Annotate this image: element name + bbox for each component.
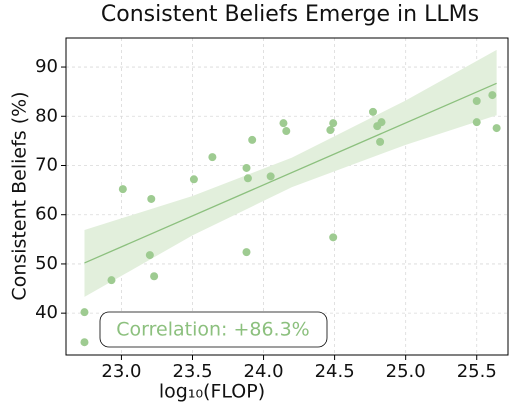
point xyxy=(208,153,217,162)
y-axis-label: Consistent Beliefs (%) xyxy=(9,91,31,300)
chart-title: Consistent Beliefs Emerge in LLMs xyxy=(101,2,479,27)
point xyxy=(282,127,291,136)
y-tick-label: 40 xyxy=(35,302,58,323)
point xyxy=(80,338,89,347)
point xyxy=(107,276,116,285)
fit-line xyxy=(84,82,497,264)
point xyxy=(329,233,338,242)
y-tick-label: 70 xyxy=(35,154,58,175)
point xyxy=(368,107,377,116)
point xyxy=(189,175,198,184)
point xyxy=(488,91,497,100)
point xyxy=(377,118,386,127)
point xyxy=(326,126,335,135)
point xyxy=(118,185,127,194)
x-tick-label: 25.0 xyxy=(386,361,426,382)
point xyxy=(266,172,275,181)
point xyxy=(279,119,288,128)
point xyxy=(145,251,154,260)
point xyxy=(329,119,338,128)
point xyxy=(242,248,251,257)
x-tick-label: 24.0 xyxy=(244,361,284,382)
y-tick-label: 60 xyxy=(35,204,58,225)
point xyxy=(147,194,156,203)
x-axis-label: log₁₀(FLOP) xyxy=(159,381,265,403)
point xyxy=(243,174,252,183)
x-tick-label: 23.0 xyxy=(101,361,141,382)
annotation-box xyxy=(99,311,328,348)
point xyxy=(80,308,89,317)
point xyxy=(242,163,251,172)
point xyxy=(376,137,385,146)
annotation: Correlation: +86.3% xyxy=(116,319,310,341)
x-tick-label: 23.5 xyxy=(172,361,212,382)
y-tick-label: 80 xyxy=(35,105,58,126)
x-tick-label: 24.5 xyxy=(315,361,355,382)
y-tick-label: 50 xyxy=(35,253,58,274)
point xyxy=(472,118,481,127)
x-tick-label: 25.5 xyxy=(457,361,497,382)
y-tick-label: 90 xyxy=(35,56,58,77)
point xyxy=(492,124,501,133)
point xyxy=(150,272,159,281)
point xyxy=(472,97,481,106)
point xyxy=(248,135,257,144)
plot-frame xyxy=(65,37,509,356)
